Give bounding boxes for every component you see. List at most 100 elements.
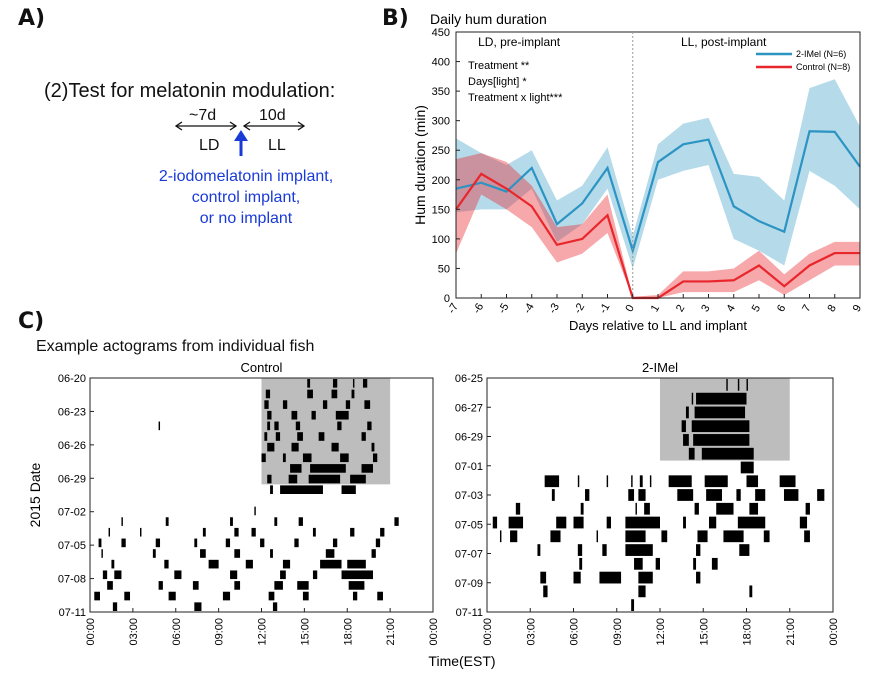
hum-bout bbox=[288, 474, 298, 484]
implant-line-2: control implant, bbox=[191, 189, 301, 206]
hum-bout bbox=[693, 557, 697, 570]
hum-bout bbox=[275, 432, 281, 441]
time-tick-label: 18:00 bbox=[742, 618, 754, 646]
x-tick-label: 7 bbox=[800, 303, 813, 314]
hum-bout bbox=[267, 421, 271, 431]
hum-bout bbox=[596, 530, 599, 543]
hum-bout bbox=[331, 389, 338, 399]
hum-bout bbox=[606, 475, 609, 488]
time-tick-label: 12:00 bbox=[257, 618, 269, 646]
hum-bout bbox=[352, 591, 358, 601]
hum-bout bbox=[112, 602, 118, 611]
hum-bout bbox=[261, 453, 266, 463]
hum-bout bbox=[155, 538, 161, 548]
date-tick-label: 06-25 bbox=[455, 373, 483, 385]
hum-bout bbox=[202, 527, 206, 537]
actogram-title: 2-IMel bbox=[642, 360, 678, 375]
date-tick-label: 07-09 bbox=[455, 578, 483, 590]
hum-bout bbox=[347, 559, 366, 569]
date-tick-label: 07-05 bbox=[455, 519, 483, 531]
hum-bout bbox=[234, 527, 239, 537]
y-tick-label: 250 bbox=[432, 145, 450, 157]
hum-bout bbox=[282, 400, 288, 409]
hum-bout bbox=[544, 475, 560, 488]
date-tick-label: 06-23 bbox=[58, 406, 86, 418]
hum-bout bbox=[282, 559, 291, 569]
hum-bout bbox=[310, 464, 346, 473]
hum-bout bbox=[174, 570, 182, 580]
date-tick-label: 07-07 bbox=[455, 549, 483, 561]
y-tick-label: 200 bbox=[432, 175, 450, 187]
time-tick-label: 00:00 bbox=[428, 618, 440, 646]
hum-bout bbox=[606, 516, 611, 529]
hum-bout bbox=[107, 581, 113, 590]
hum-bout bbox=[291, 410, 298, 420]
hum-bout bbox=[394, 517, 399, 526]
date-tick-label: 06-29 bbox=[455, 432, 483, 444]
hum-bout bbox=[200, 549, 206, 558]
hum-bout bbox=[685, 406, 689, 419]
hum-bout bbox=[121, 538, 126, 548]
y-axis-label: Hum duration (min) bbox=[412, 105, 428, 225]
hum-bout bbox=[804, 530, 810, 543]
hum-bout bbox=[635, 502, 637, 515]
time-tick-label: 09:00 bbox=[612, 618, 624, 646]
hum-bout bbox=[111, 559, 115, 569]
hum-bout bbox=[817, 489, 825, 501]
y-tick-label: 150 bbox=[432, 204, 450, 216]
hum-bout bbox=[264, 400, 269, 409]
implant-line-1: 2-iodomelatonin implant, bbox=[158, 168, 334, 185]
hum-bout bbox=[337, 421, 342, 431]
hum-bout bbox=[230, 570, 238, 580]
hum-bout bbox=[114, 570, 122, 580]
actogram-y-label: 2015 Date bbox=[27, 462, 43, 527]
implant-arrow bbox=[234, 130, 248, 156]
hum-bout bbox=[508, 516, 524, 529]
panel-b-label: B) bbox=[382, 6, 409, 31]
time-tick-label: 00:00 bbox=[828, 618, 840, 646]
ld-duration-label: ~7d bbox=[189, 107, 217, 124]
hum-bout bbox=[779, 475, 796, 488]
hum-bout bbox=[551, 489, 555, 501]
actogram-title: Control bbox=[241, 360, 283, 375]
hum-bout bbox=[350, 527, 355, 537]
hum-bout bbox=[515, 502, 521, 515]
hum-bout bbox=[108, 527, 111, 537]
timeline-arrows bbox=[174, 121, 306, 156]
hum-bout bbox=[499, 530, 502, 543]
x-tick-label: 1 bbox=[649, 303, 662, 314]
hum-bout bbox=[677, 489, 694, 501]
hum-bout bbox=[164, 559, 169, 569]
hum-bout bbox=[736, 489, 741, 501]
hum-bout bbox=[737, 379, 740, 391]
panel-a-label: A) bbox=[18, 6, 46, 31]
hum-bout bbox=[655, 557, 660, 570]
hum-bout bbox=[693, 434, 750, 446]
hum-bout bbox=[268, 591, 275, 601]
hum-bout bbox=[270, 549, 273, 558]
hum-bout bbox=[102, 570, 108, 580]
hum-bout bbox=[625, 516, 660, 529]
time-tick-label: 18:00 bbox=[342, 618, 354, 646]
hum-bout bbox=[94, 591, 101, 601]
y-tick-label: 100 bbox=[432, 234, 450, 246]
hum-bout bbox=[746, 379, 748, 391]
hum-bout bbox=[332, 379, 338, 388]
y-tick-label: 350 bbox=[432, 86, 450, 98]
hum-bout bbox=[577, 544, 583, 556]
hum-bout bbox=[298, 517, 303, 526]
hum-bout bbox=[222, 591, 231, 601]
hum-bout bbox=[101, 549, 103, 558]
hum-bout bbox=[341, 485, 356, 494]
hum-bout bbox=[312, 570, 318, 580]
hum-bout bbox=[377, 591, 383, 601]
hum-bout bbox=[280, 570, 286, 580]
hum-bout bbox=[638, 489, 646, 501]
hum-bout bbox=[638, 571, 653, 584]
x-tick-label: 6 bbox=[775, 303, 788, 314]
legend-entry-0: 2-IMel (N=6) bbox=[796, 49, 846, 59]
hum-bout bbox=[260, 538, 265, 548]
x-tick-label: 4 bbox=[724, 303, 737, 314]
